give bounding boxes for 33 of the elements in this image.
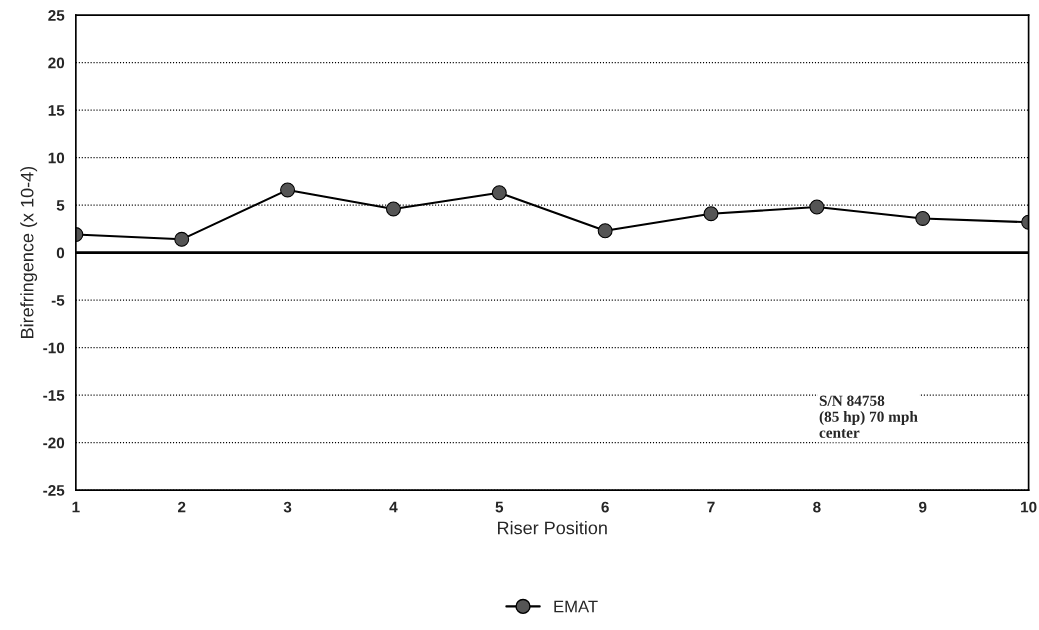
point — [597, 223, 613, 239]
y-tick-label: -10 — [43, 342, 65, 354]
x-tick-label: 7 — [707, 501, 715, 513]
y-tick-label: -5 — [51, 295, 65, 306]
legend-label: EMAT — [554, 600, 598, 613]
point — [385, 201, 401, 217]
x-tick-label: 2 — [177, 501, 186, 513]
y-axis-title: Birefringence (x 10-4) — [20, 166, 38, 338]
point — [915, 210, 931, 226]
x-tick-label: 6 — [601, 501, 609, 513]
x-tick-label: 8 — [813, 501, 821, 513]
annotation: S/N 84758 (85 hp) 70 mph center — [819, 395, 918, 438]
x-tick-label: 1 — [72, 501, 80, 513]
x-tick-label: 5 — [495, 501, 504, 513]
point — [280, 182, 296, 198]
y-tick-label: 10 — [48, 152, 65, 164]
x-tick-label: 3 — [283, 501, 292, 513]
y-tick-label: 5 — [56, 200, 65, 211]
y-tick-label: 20 — [48, 57, 65, 69]
y-tick-label: 15 — [48, 105, 65, 116]
point — [491, 185, 507, 201]
x-tick-label: 9 — [919, 501, 927, 513]
y-tick-label: -25 — [43, 485, 65, 496]
y-tick-label: 0 — [56, 247, 65, 259]
x-axis-title: Riser Position — [498, 521, 607, 535]
point — [174, 231, 190, 247]
x-tick-label: 4 — [389, 501, 398, 513]
y-tick-label: 25 — [48, 9, 65, 21]
x-tick-label: 10 — [1021, 501, 1037, 513]
y-tick-label: -20 — [43, 437, 65, 449]
point — [703, 206, 719, 222]
y-tick-label: -15 — [43, 390, 65, 401]
point — [809, 199, 825, 215]
